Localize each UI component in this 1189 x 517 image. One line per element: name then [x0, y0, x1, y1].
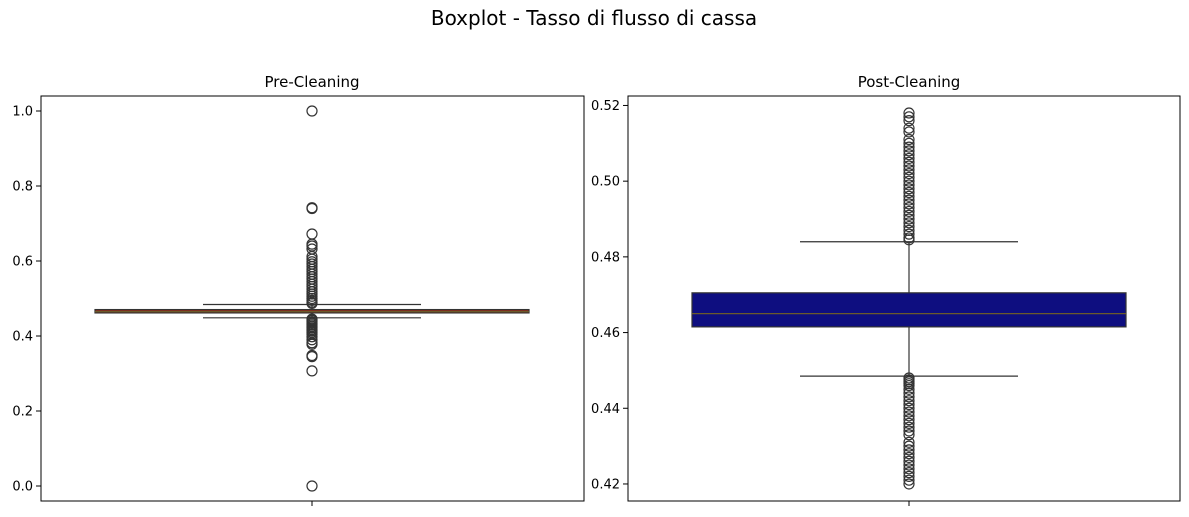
pre-outlier-point [306, 334, 318, 346]
post-ytick-label: 0.48 [591, 250, 620, 265]
pre-ytick-label: 0.6 [12, 255, 33, 270]
post-outlier-point [903, 202, 915, 214]
pre-outlier-point [306, 105, 318, 117]
post-outlier-point [903, 234, 915, 246]
post-outlier-point [903, 451, 915, 464]
post-outlier-point [903, 417, 915, 430]
pre-outlier-point [306, 283, 318, 295]
pre-outlier-point [306, 297, 318, 309]
post-outlier-point [903, 414, 915, 426]
post-outlier-point [903, 474, 915, 486]
post-outlier-point [903, 115, 915, 127]
post-outlier-point [903, 220, 915, 233]
pre-outlier-point [306, 202, 318, 215]
post-outlier-point [903, 444, 915, 456]
post-outlier-point [903, 379, 915, 392]
post-ytick-label: 0.46 [591, 326, 620, 341]
post-cleaning-title: Post-Cleaning [858, 73, 961, 91]
pre-cleaning-panel: Pre-Cleaning 0.0 0.2 0.4 0.6 0.8 1.0 [12, 73, 585, 506]
pre-outlier-point [306, 228, 318, 240]
post-outlier-point [903, 425, 915, 437]
post-outlier-point [903, 421, 915, 433]
post-outlier-point [903, 402, 915, 414]
pre-ytick-label: 0.2 [12, 405, 33, 420]
pre-ytick-label: 0.8 [12, 180, 33, 195]
pre-ytick-label: 0.4 [12, 330, 33, 345]
post-outlier-point [903, 213, 915, 225]
post-ytick-label: 0.42 [591, 477, 620, 492]
post-outlier-point [903, 387, 915, 399]
pre-outlier-point [306, 351, 318, 363]
post-outlier-point [903, 149, 915, 161]
post-outlier-point [903, 209, 915, 221]
pre-cleaning-title: Pre-Cleaning [264, 73, 359, 91]
post-outlier-point [903, 186, 915, 199]
post-outlier-point [903, 448, 915, 460]
post-outlier-point [903, 217, 915, 229]
pre-ytick-label: 0.0 [12, 480, 33, 495]
post-outlier-point [903, 156, 915, 168]
post-outlier-point [903, 190, 915, 202]
post-outlier-point [903, 175, 915, 187]
post-outlier-point [903, 467, 915, 479]
post-outlier-point [903, 470, 915, 482]
post-outlier-point [903, 383, 915, 395]
post-outlier-point [903, 137, 915, 149]
post-outlier-point [903, 395, 915, 407]
post-outlier-point [903, 463, 915, 475]
post-outlier-point [903, 440, 915, 452]
post-outlier-point [903, 164, 915, 176]
post-outlier-point [903, 107, 915, 119]
post-outlier-point [903, 145, 915, 157]
pre-outlier-point [306, 331, 318, 343]
post-outlier-point [903, 455, 915, 467]
post-cleaning-plot-area [627, 95, 1181, 502]
post-outlier-point [903, 406, 915, 418]
post-box [691, 292, 1127, 328]
post-outlier-point [903, 205, 915, 218]
pre-outlier-point [306, 480, 318, 492]
post-outlier-point [903, 179, 915, 191]
post-outlier-point [903, 228, 915, 240]
pre-outlier-point [306, 338, 318, 350]
post-outlier-point [903, 122, 915, 134]
post-outlier-point [903, 429, 915, 441]
post-outlier-point [903, 194, 915, 206]
post-cleaning-panel: Post-Cleaning 0.42 0.44 0.46 0.48 0.50 0.52 [591, 73, 1181, 506]
post-outlier-point [903, 152, 915, 165]
post-ytick-label: 0.50 [591, 175, 620, 190]
post-ytick-label: 0.52 [591, 99, 620, 114]
post-outlier-point [903, 111, 915, 123]
post-outlier-point [903, 126, 915, 138]
post-outlier-point [903, 198, 915, 210]
post-outlier-point [903, 141, 915, 153]
post-outlier-point [903, 459, 915, 471]
post-outlier-point [903, 167, 915, 180]
pre-outlier-point [306, 365, 318, 377]
post-outlier-point [903, 133, 915, 146]
post-outlier-point [903, 183, 915, 195]
post-outlier-point [903, 478, 915, 490]
figure-title: Boxplot - Tasso di flusso di cassa [431, 6, 757, 30]
post-outlier-point [903, 391, 915, 403]
post-outlier-point [903, 160, 915, 172]
post-outlier-point [903, 171, 915, 183]
post-outlier-point [903, 436, 915, 448]
post-ytick-label: 0.44 [591, 402, 620, 417]
post-outlier-point [903, 398, 915, 411]
post-outlier-point [903, 410, 915, 422]
pre-ytick-label: 1.0 [12, 105, 33, 120]
